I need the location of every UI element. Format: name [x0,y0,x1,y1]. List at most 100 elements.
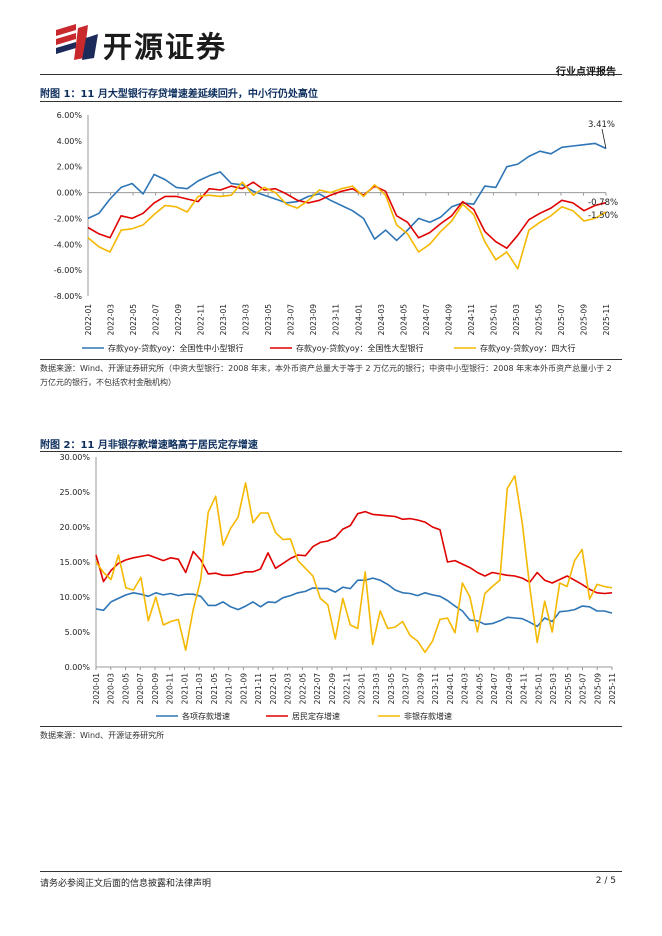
y-tick-label: 25.00% [59,488,90,497]
x-tick-label: 2020-05 [121,673,130,705]
x-tick-label: 2025-11 [602,304,611,336]
x-tick-label: 2020-01 [92,673,101,705]
x-tick-label: 2025-11 [608,673,617,705]
report-type-label: 行业点评报告 [556,67,616,78]
figure2-bottom-divider [40,726,622,727]
y-tick-label: 2.00% [57,163,83,172]
header-divider [40,74,622,75]
x-tick-label: 2025-01 [534,673,543,705]
x-tick-label: 2023-07 [287,304,296,336]
legend-label-2: 存款yoy-贷款yoy：全国性大型银行 [296,343,423,353]
x-tick-label: 2023-05 [387,673,396,705]
x-tick-label: 2020-09 [151,673,160,705]
x-tick-label: 2021-05 [210,673,219,705]
x-tick-label: 2024-11 [467,304,476,336]
x-tick-label: 2022-03 [284,673,293,705]
series-line-3 [95,475,613,654]
x-tick-label: 2023-05 [264,304,273,336]
x-tick-label: 2024-07 [490,673,499,705]
annotation-label: -0.78% [588,198,618,208]
y-tick-label: 0.00% [65,663,91,672]
x-tick-label: 2025-03 [549,673,558,705]
x-tick-label: 2021-01 [180,673,189,705]
x-tick-label: 2023-11 [332,304,341,336]
page-number: 2 / 5 [595,876,616,886]
figure1-bottom-divider [40,359,622,360]
series-line-1 [87,142,607,242]
x-tick-label: 2022-01 [269,673,278,705]
series-line-3 [87,181,607,270]
y-tick-label: 6.00% [57,111,83,120]
x-tick-label: 2025-05 [534,304,543,336]
x-tick-label: 2024-05 [399,304,408,336]
x-tick-label: 2025-09 [579,304,588,336]
x-tick-label: 2022-11 [343,673,352,705]
x-tick-label: 2023-01 [219,304,228,336]
x-tick-label: 2020-11 [166,673,175,705]
annotation-leader [601,128,607,149]
y-tick-label: -4.00% [54,240,83,249]
x-tick-label: 2024-01 [446,673,455,705]
annotation-label: -1.50% [588,211,618,221]
y-tick-label: 4.00% [57,137,83,146]
x-tick-label: 2025-07 [557,304,566,336]
x-tick-label: 2022-07 [313,673,322,705]
y-tick-label: 30.00% [59,453,90,462]
company-logo-text: 开源证券 [103,30,228,64]
x-tick-label: 2022-11 [197,304,206,336]
x-tick-label: 2024-11 [520,673,529,705]
legend-label-3: 非银存款增速 [404,711,452,721]
x-tick-label: 2021-07 [225,673,234,705]
x-tick-label: 2021-03 [195,673,204,705]
x-tick-label: 2024-03 [461,673,470,705]
x-tick-label: 2025-07 [579,673,588,705]
x-tick-label: 2024-09 [505,673,514,705]
legend-label-1: 存款yoy-贷款yoy：全国性中小型银行 [108,343,243,353]
series-line-1 [95,577,613,628]
y-tick-label: -2.00% [54,214,83,223]
y-tick-label: -8.00% [54,292,83,301]
figure1-chart: 6.00% 4.00% 2.00% 0.00% -2.00% -4.00% -6.00% -8… [54,111,618,353]
figure1-title: 附图 1：11 月大型银行存贷增速差延续回升，中小行仍处高位 [40,89,318,100]
figure2-title-divider [40,451,622,452]
x-tick-label: 2023-07 [402,673,411,705]
company-logo-icon [56,24,98,60]
x-tick-label: 2024-03 [377,304,386,336]
x-tick-label: 2024-05 [475,673,484,705]
x-tick-label: 2022-07 [152,304,161,336]
x-tick-label: 2023-03 [242,304,251,336]
x-tick-label: 2022-09 [174,304,183,336]
figure2-title: 附图 2：11 月非银存款增速略高于居民定存增速 [40,440,258,451]
legend-label-1: 各项存款增速 [182,711,230,721]
x-tick-label: 2023-11 [431,673,440,705]
x-tick-label: 2022-03 [107,304,116,336]
x-tick-label: 2025-09 [593,673,602,705]
figure1-source: 数据来源：Wind、开源证券研究所（中资大型银行：2008 年末，本外币资产总量… [40,364,612,387]
x-tick-label: 2020-07 [136,673,145,705]
x-tick-label: 2022-05 [298,673,307,705]
x-tick-label: 2022-05 [129,304,138,336]
y-tick-label: 20.00% [59,523,90,532]
footer-divider [40,871,622,872]
footer-disclaimer: 请务必参阅正文后面的信息披露和法律声明 [40,879,212,889]
x-tick-label: 2024-01 [354,304,363,336]
x-tick-label: 2025-05 [564,673,573,705]
figure2-chart: 30.00% 25.00% 20.00% 15.00% 10.00% 5.00% 0.00%… [59,453,617,721]
x-tick-label: 2021-11 [254,673,263,705]
x-tick-label: 2024-07 [422,304,431,336]
legend-label-3: 存款yoy-贷款yoy：四大行 [480,343,575,353]
y-tick-label: 5.00% [65,628,91,637]
x-tick-label: 2023-09 [416,673,425,705]
y-tick-label: -6.00% [54,266,83,275]
x-tick-label: 2021-09 [239,673,248,705]
x-tick-label: 2025-01 [489,304,498,336]
series-line-2 [95,510,613,595]
y-tick-label: 0.00% [57,189,83,198]
y-tick-label: 15.00% [59,558,90,567]
x-tick-label: 2024-09 [444,304,453,336]
legend-label-2: 居民定存增速 [292,711,340,721]
x-tick-label: 2022-01 [84,304,93,336]
x-tick-label: 2023-01 [357,673,366,705]
x-tick-label: 2023-03 [372,673,381,705]
